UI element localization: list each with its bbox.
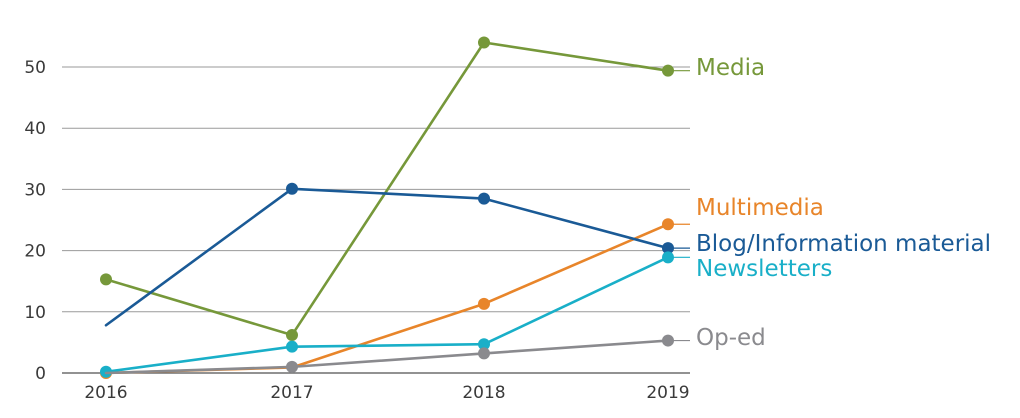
data-point-media: [100, 273, 112, 286]
series-label-blog-information-material: Blog/Information material: [696, 231, 991, 257]
y-tick-label: 30: [24, 180, 46, 200]
series-line-op-ed: [104, 339, 670, 375]
x-tick-label: 2017: [270, 383, 313, 403]
x-tick-label: 2016: [84, 383, 127, 403]
data-point-media: [478, 36, 490, 49]
series-label-op-ed: Op-ed: [696, 325, 766, 351]
y-tick-label: 40: [24, 119, 46, 139]
data-point-media: [286, 329, 298, 342]
y-axis-ticks: 0 10 20 30 40 50: [24, 58, 46, 384]
data-point-op-ed: [478, 347, 490, 360]
series-labels: Media Multimedia Blog/Information material…: [668, 55, 991, 351]
y-tick-label: 50: [24, 58, 46, 78]
x-tick-label: 2019: [646, 383, 689, 403]
y-tick-label: 0: [35, 364, 46, 384]
data-point-newsletters: [478, 338, 490, 351]
data-point-multimedia: [478, 297, 490, 310]
series-label-multimedia: Multimedia: [696, 195, 824, 221]
series-line-multimedia: [104, 222, 670, 375]
data-point-newsletters: [286, 340, 298, 353]
x-tick-label: 2018: [462, 383, 505, 403]
x-axis-ticks: 2016 2017 2018 2019: [84, 383, 689, 403]
series-label-media: Media: [696, 55, 765, 81]
data-point-blog-information-material: [478, 192, 490, 205]
series-line-newsletters: [104, 256, 670, 374]
series-lines: [100, 36, 674, 379]
data-point-blog-information-material: [286, 182, 298, 195]
gridlines: [62, 66, 690, 374]
series-line-blog-information-material: [104, 187, 670, 327]
series-line-media: [104, 41, 670, 337]
y-tick-label: 10: [24, 303, 46, 323]
data-point-op-ed: [286, 360, 298, 373]
series-label-newsletters: Newsletters: [696, 256, 832, 282]
y-tick-label: 20: [24, 242, 46, 262]
